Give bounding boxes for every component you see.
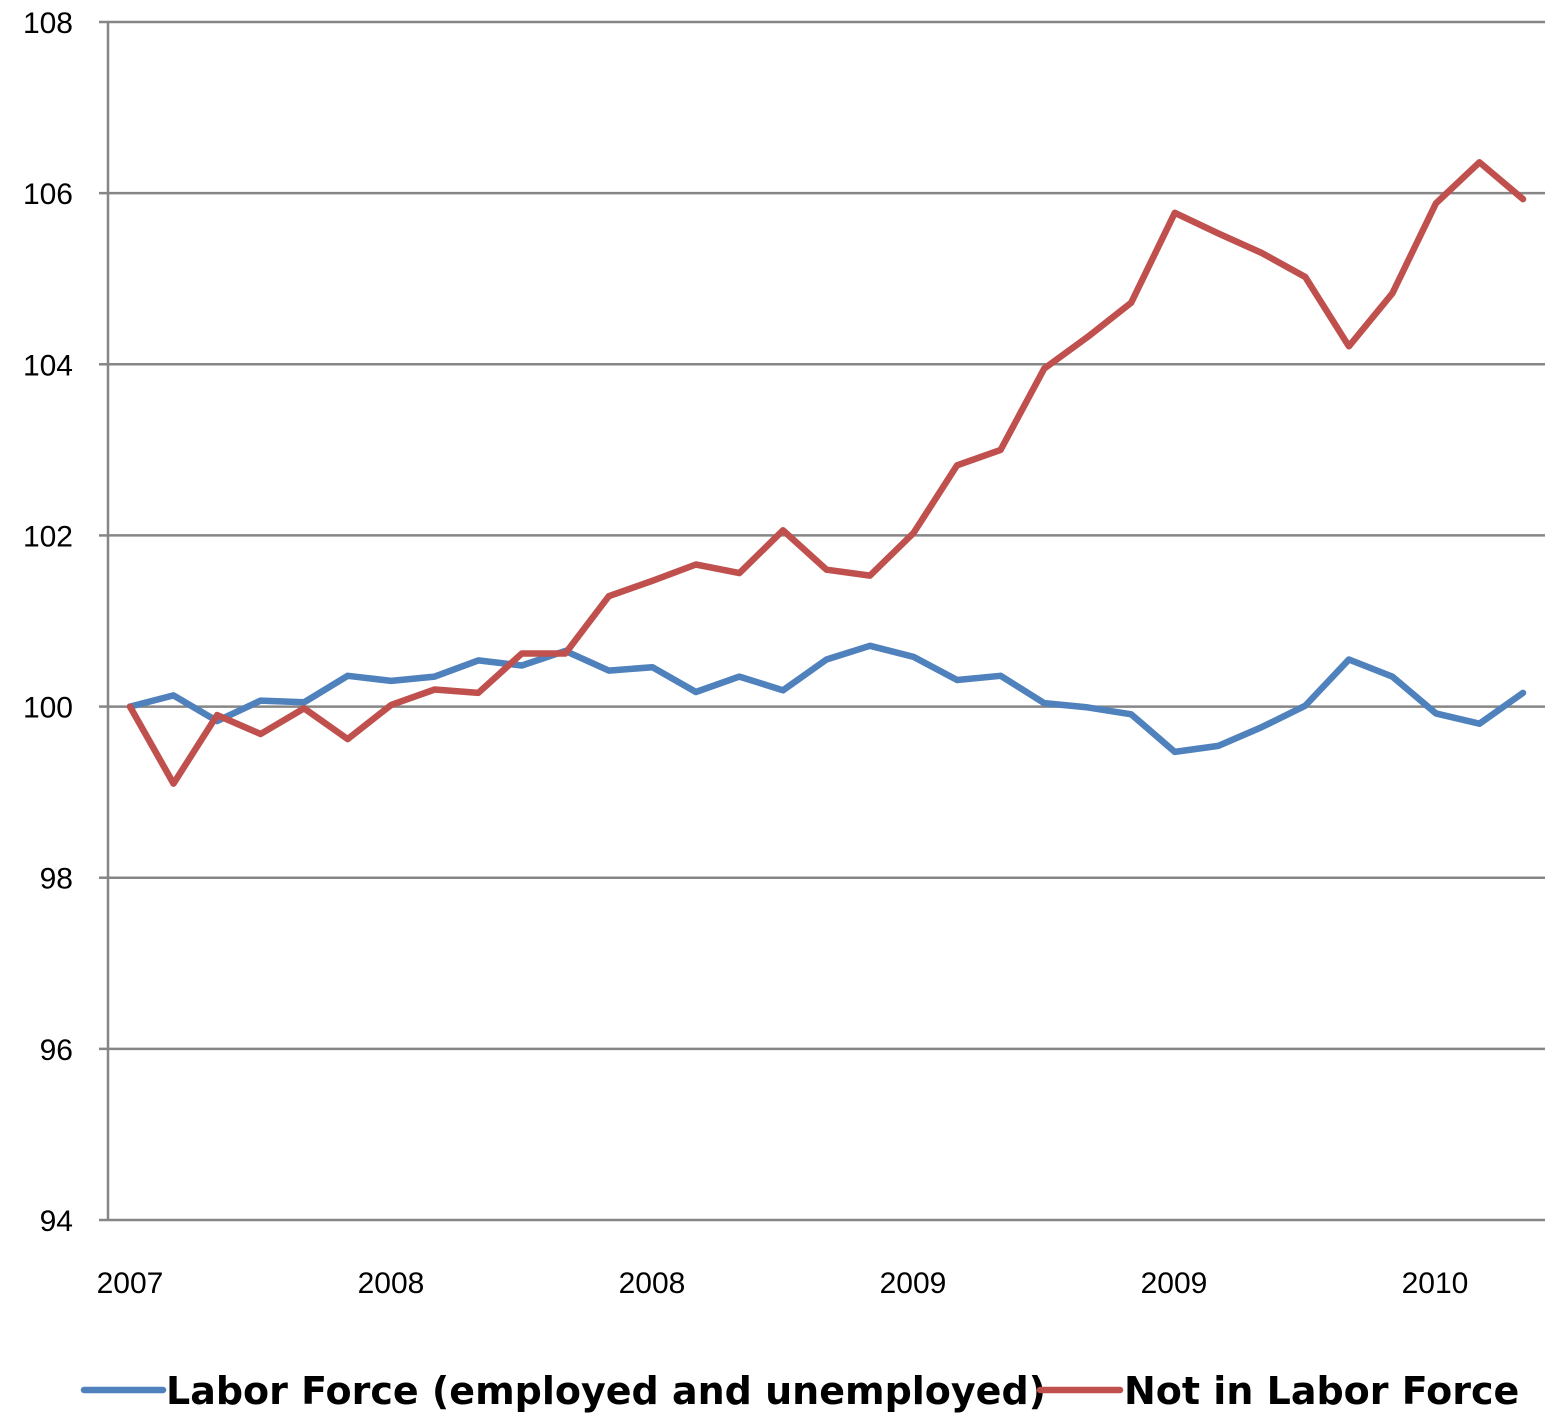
- y-tick-label: 100: [23, 692, 73, 725]
- axes: [99, 20, 1545, 1222]
- legend: Labor Force (employed and unemployed) Not…: [80, 1369, 1519, 1413]
- x-tick-label: 2007: [97, 1267, 164, 1300]
- y-tick-label: 106: [23, 178, 73, 211]
- x-tick-label: 2009: [880, 1267, 947, 1300]
- series-line-1: [126, 642, 1527, 756]
- series-line-2: [126, 159, 1527, 787]
- x-tick-label: 2008: [619, 1267, 686, 1300]
- x-tick-label: 2010: [1402, 1267, 1469, 1300]
- y-tick-label: 94: [40, 1205, 73, 1238]
- y-tick-label: 102: [23, 520, 73, 553]
- y-tick-labels: 94 96 98 100 102 104 106 108: [23, 7, 73, 1238]
- y-tick-label: 98: [40, 863, 73, 896]
- y-tick-label: 96: [40, 1034, 73, 1067]
- gridlines: [108, 20, 1545, 1051]
- legend-label-2: Not in Labor Force: [1124, 1369, 1519, 1413]
- x-tick-label: 2008: [358, 1267, 425, 1300]
- x-tick-labels: 2007 2008 2008 2009 2009 2010: [97, 1267, 1469, 1300]
- y-tick-label: 104: [23, 349, 73, 382]
- legend-label-1: Labor Force (employed and unemployed): [166, 1369, 1046, 1413]
- y-tick-label: 108: [23, 7, 73, 40]
- x-tick-label: 2009: [1141, 1267, 1208, 1300]
- series-lines: [126, 159, 1527, 787]
